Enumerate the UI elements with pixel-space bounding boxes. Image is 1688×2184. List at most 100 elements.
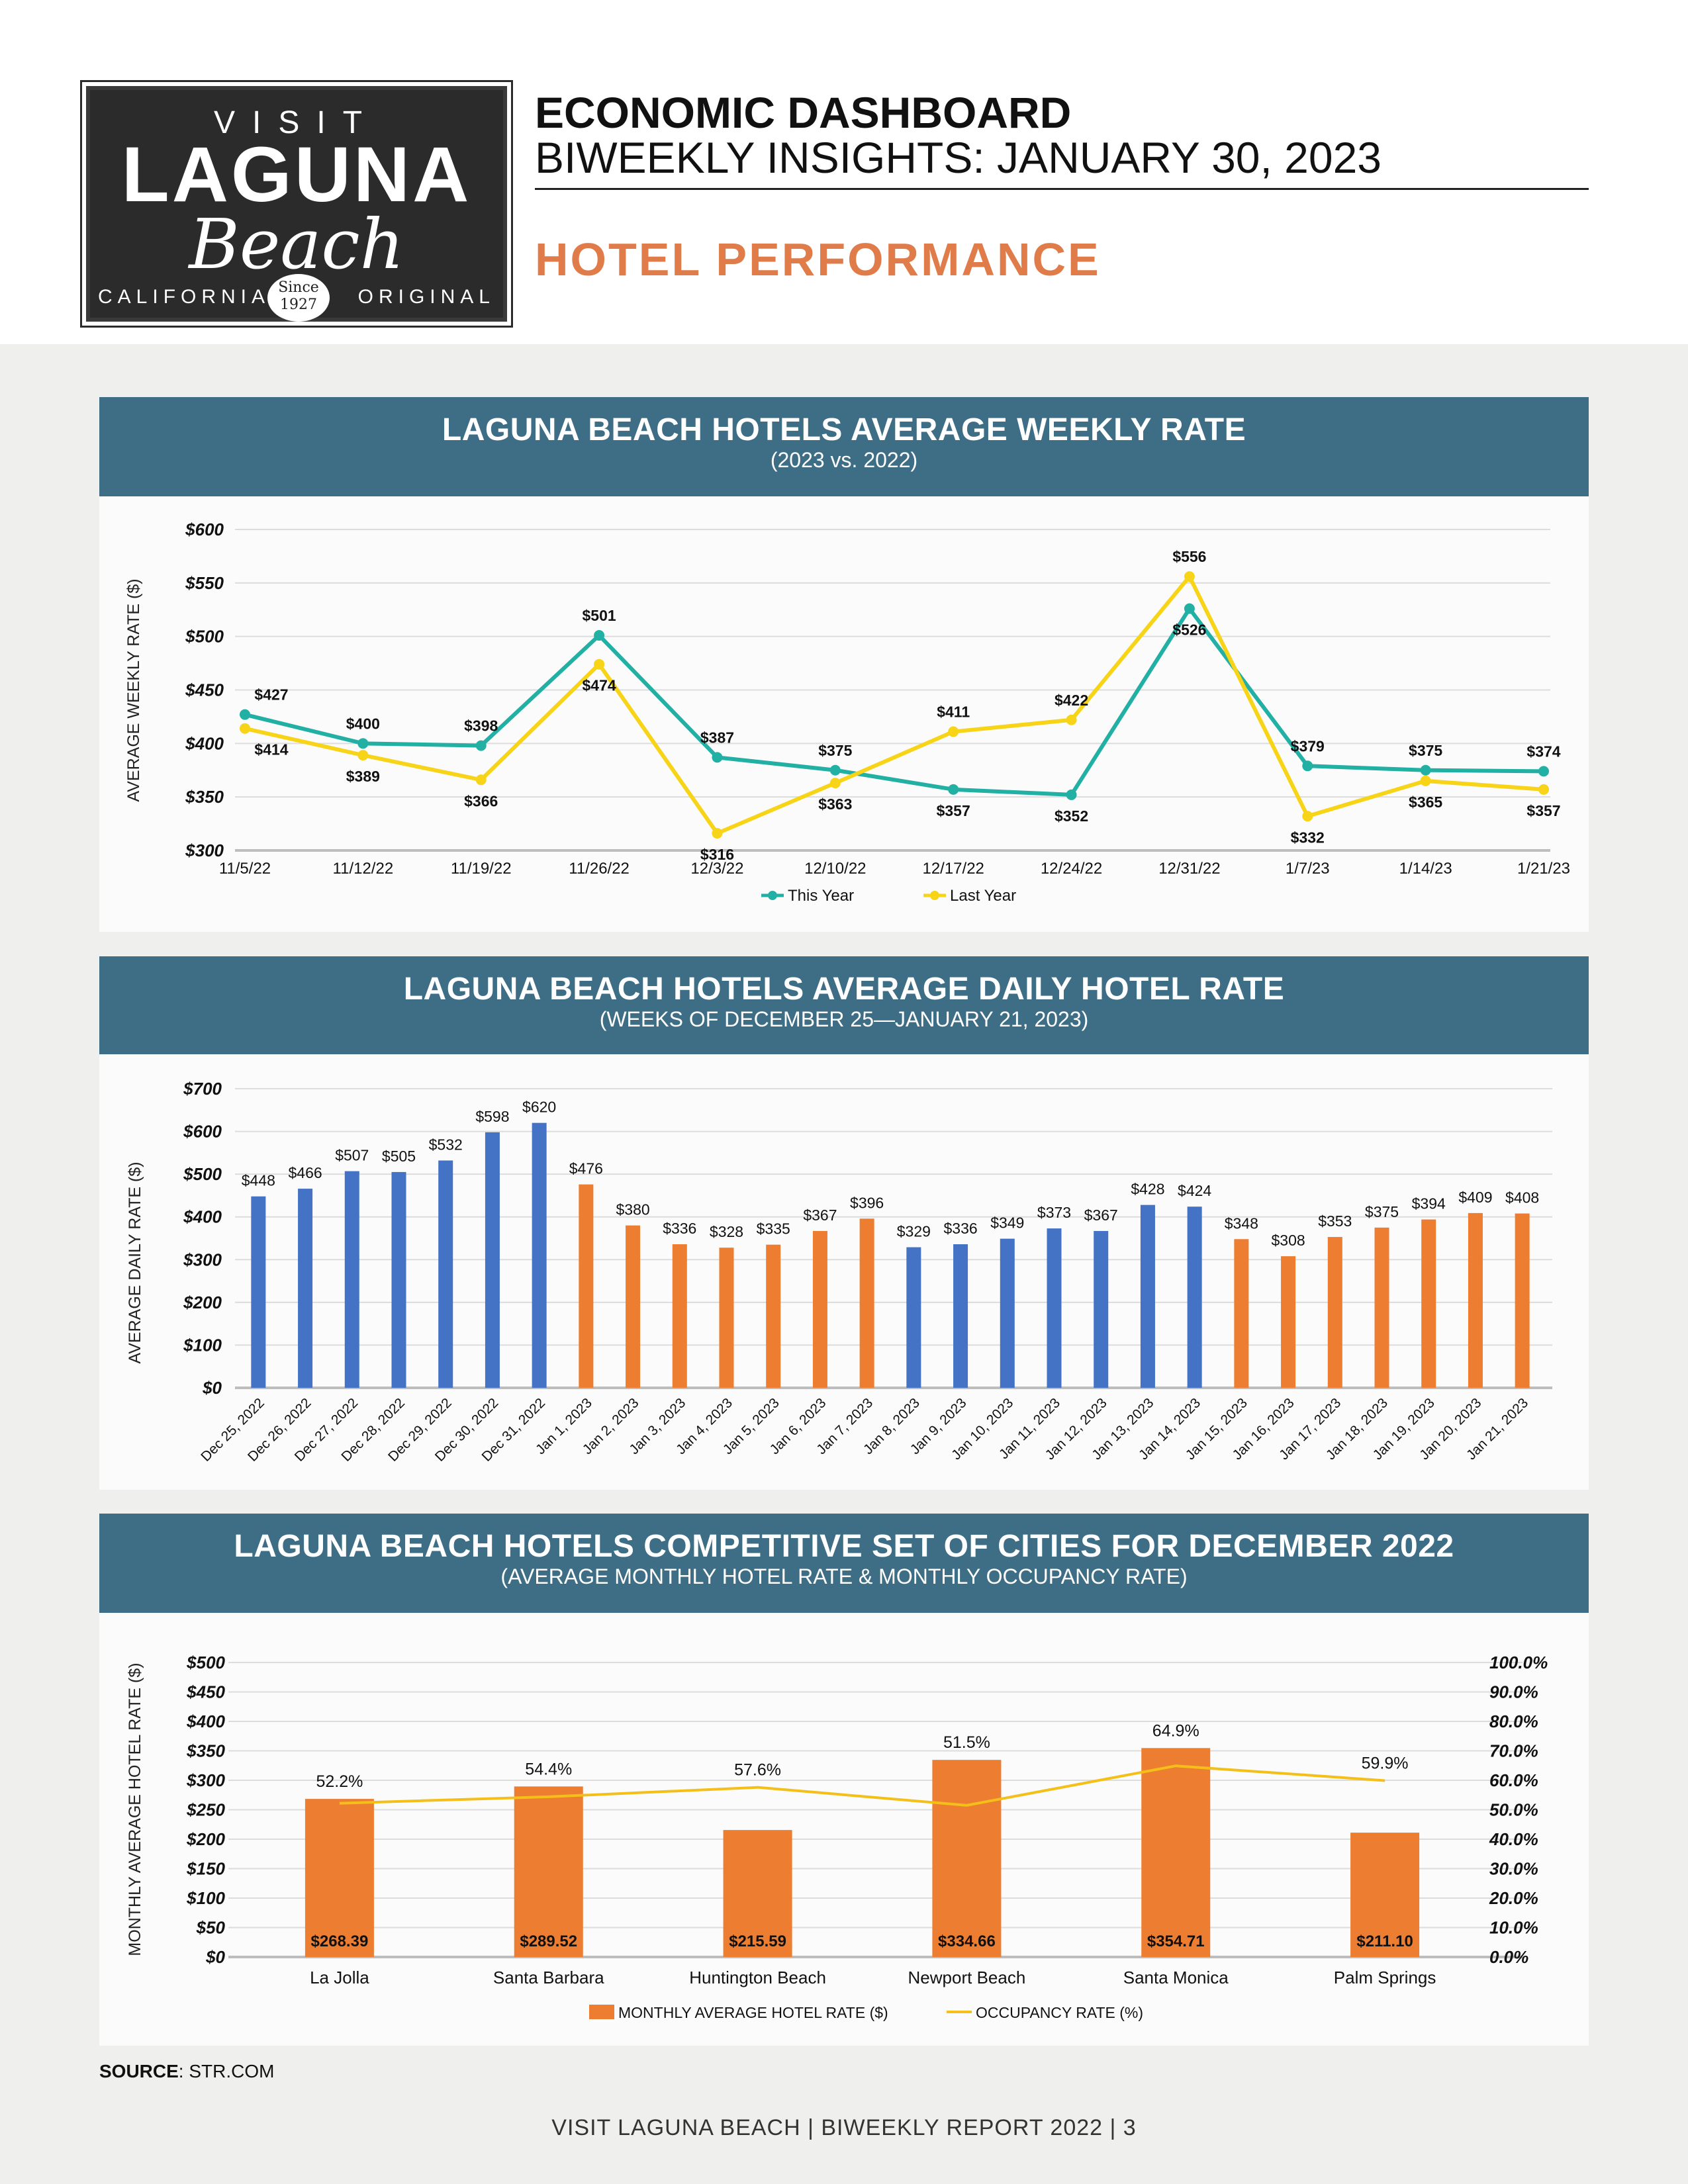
data-label: $357: [1526, 802, 1560, 819]
data-label: $357: [937, 802, 970, 819]
data-label: $394: [1412, 1195, 1446, 1212]
weekly-rate-chart: $300 $350 $400 $450 $500 $550 $600 AVERAGE WEEK…: [124, 520, 1570, 905]
data-label: $379: [1291, 737, 1325, 754]
data-point: [357, 738, 369, 749]
logo-visit: VISIT: [213, 105, 380, 140]
data-label: $367: [803, 1206, 837, 1224]
daily-rate-banner: LAGUNA BEACH HOTELS AVERAGE DAILY HOTEL …: [99, 956, 1589, 1054]
x-tick-label: 11/12/22: [333, 860, 394, 878]
y-tick-label: $600: [185, 520, 224, 539]
y2-tick-label: 60.0%: [1489, 1770, 1538, 1790]
legend-marker: [930, 891, 939, 900]
logo-beach: Beach: [189, 204, 404, 285]
data-label: $501: [583, 607, 616, 624]
data-label: $598: [475, 1108, 509, 1125]
bar: [719, 1248, 734, 1388]
data-label: $414: [254, 741, 288, 758]
data-label: $398: [464, 717, 498, 735]
data-label: $308: [1271, 1232, 1305, 1249]
bar: [1421, 1219, 1436, 1388]
bar: [1047, 1228, 1062, 1388]
x-tick-label: Palm Springs: [1334, 1968, 1436, 1987]
bar: [298, 1189, 313, 1388]
header-divider: [535, 188, 1589, 190]
section-title: HOTEL PERFORMANCE: [535, 234, 1101, 285]
y2-tick-label: 0.0%: [1489, 1947, 1528, 1967]
bar-value-label: $211.10: [1356, 1933, 1413, 1950]
bar: [1141, 1748, 1211, 1957]
source-text: : STR.COM: [178, 2061, 275, 2081]
page-subtitle: BIWEEKLY INSIGHTS: JANUARY 30, 2023: [535, 133, 1382, 182]
bar: [391, 1171, 406, 1388]
daily-rate-subtitle: (WEEKS OF DECEMBER 25—JANUARY 21, 2023): [599, 1007, 1089, 1031]
legend-marker: [768, 891, 777, 900]
occupancy-label: 52.2%: [316, 1772, 363, 1791]
data-point: [829, 764, 841, 776]
bar: [1000, 1238, 1015, 1388]
source-label: SOURCE: [99, 2061, 179, 2081]
data-point: [357, 750, 369, 761]
data-label: $422: [1055, 692, 1088, 709]
data-label: $476: [569, 1160, 603, 1177]
bar: [1327, 1237, 1342, 1388]
y-tick-label: $0: [202, 1378, 222, 1398]
data-label: $474: [583, 677, 616, 694]
x-tick-label: 11/26/22: [569, 860, 630, 878]
legend-swatch: [589, 2005, 614, 2019]
data-label: $329: [897, 1223, 931, 1240]
visit-laguna-beach-logo: VISIT LAGUNA Beach CALIFORNIA ORIGINAL S…: [80, 80, 513, 328]
bar: [1187, 1206, 1202, 1388]
data-label: $366: [464, 792, 498, 809]
x-tick-label: 12/31/22: [1158, 860, 1220, 878]
bar: [579, 1184, 594, 1388]
bar: [305, 1799, 374, 1957]
data-label: $373: [1037, 1204, 1071, 1221]
y-tick-label: $500: [185, 627, 224, 647]
daily-rate-chart: $0 $100 $200 $300 $400 $500 $600 $700 AVERAGE DA…: [126, 1079, 1552, 1465]
bar-value-label: $215.59: [729, 1933, 786, 1950]
occupancy-line: [339, 1764, 1385, 1807]
data-point: [475, 740, 487, 751]
data-point: [948, 784, 959, 795]
data-label: $387: [700, 729, 734, 746]
page-footer: VISIT LAGUNA BEACH | BIWEEKLY REPORT 202…: [551, 2115, 1137, 2140]
bar: [514, 1786, 583, 1957]
logo-laguna: LAGUNA: [121, 131, 472, 218]
data-point: [948, 726, 959, 737]
x-tick-label: 11/19/22: [451, 860, 512, 878]
data-point: [1066, 789, 1077, 800]
data-label: $428: [1131, 1181, 1164, 1198]
data-label: $409: [1458, 1189, 1492, 1206]
legend-label: Last Year: [950, 887, 1016, 905]
bar: [1468, 1212, 1483, 1388]
series-line-this-year: [244, 606, 1544, 797]
logo-tagline: CALIFORNIA ORIGINAL: [98, 286, 495, 308]
bar-value-label: $268.39: [311, 1933, 369, 1950]
y-tick-label: $400: [183, 1207, 222, 1227]
x-tick-label: 1/14/23: [1399, 860, 1452, 878]
x-tick-label: Huntington Beach: [689, 1968, 826, 1987]
bar: [906, 1247, 921, 1388]
bar: [932, 1760, 1002, 1957]
data-point: [1184, 571, 1195, 582]
data-label: $411: [937, 704, 970, 721]
bar: [859, 1218, 874, 1388]
y-tick-label: $350: [186, 1741, 225, 1761]
y-tick-label: $450: [186, 1682, 225, 1702]
data-label: $316: [700, 846, 734, 863]
bar: [344, 1171, 359, 1388]
occupancy-label: 54.4%: [525, 1760, 572, 1778]
data-point: [1184, 603, 1195, 614]
data-label: $526: [1172, 621, 1206, 639]
bar: [1094, 1231, 1109, 1388]
data-point: [1302, 811, 1313, 822]
bar: [1140, 1205, 1155, 1388]
data-point: [594, 659, 605, 670]
y-tick-label: $700: [183, 1079, 222, 1099]
data-label: $332: [1291, 829, 1325, 846]
y-tick-label: $400: [186, 1711, 225, 1731]
bar: [1515, 1213, 1530, 1388]
y2-tick-label: 10.0%: [1489, 1918, 1538, 1938]
page-title: ECONOMIC DASHBOARD: [535, 88, 1072, 137]
y-tick-label: $600: [183, 1122, 222, 1142]
